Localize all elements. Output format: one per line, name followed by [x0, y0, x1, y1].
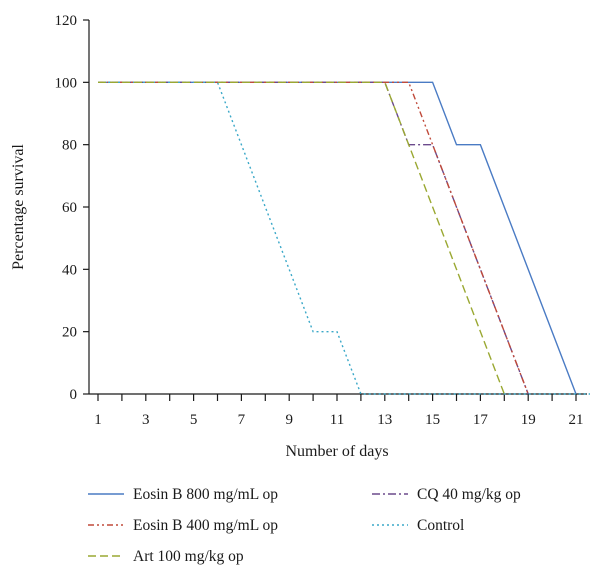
x-tick-label: 15 — [425, 412, 440, 428]
x-axis-title: Number of days — [285, 443, 388, 460]
x-tick-label: 7 — [238, 412, 246, 428]
series-line-2 — [98, 81, 529, 395]
x-tick-label: 1 — [94, 412, 102, 428]
x-tick-label: 13 — [377, 412, 392, 428]
legend-label-3: Eosin B 400 mg/mL op — [133, 517, 278, 534]
legend-label-5: Art 100 mg/kg op — [133, 548, 244, 565]
y-tick-label: 120 — [55, 13, 78, 29]
legend-label-1: Eosin B 800 mg/mL op — [133, 486, 278, 503]
y-tick-label: 20 — [62, 325, 77, 341]
x-tick-label: 17 — [473, 412, 489, 428]
y-tick-label: 100 — [55, 75, 78, 91]
y-tick-label: 40 — [62, 262, 77, 278]
x-tick-label: 19 — [521, 412, 536, 428]
x-tick-label: 3 — [142, 412, 150, 428]
series-line-5 — [98, 81, 505, 395]
legend: Eosin B 800 mg/mL op CQ 40 mg/kg op Eosin … — [88, 486, 521, 565]
series-line-1 — [98, 81, 577, 395]
y-tick-label: 80 — [62, 138, 77, 154]
x-tick-label: 11 — [330, 412, 344, 428]
series-layer — [98, 81, 590, 395]
series-line-3 — [98, 81, 529, 395]
x-tick-label: 5 — [190, 412, 198, 428]
x-tick-label: 9 — [285, 412, 293, 428]
y-tick-label: 0 — [70, 387, 78, 403]
y-tick-label: 60 — [62, 200, 77, 216]
legend-label-4: Control — [417, 517, 464, 534]
x-tick-label: 21 — [569, 412, 584, 428]
y-axis-title: Percentage survival — [10, 144, 27, 270]
legend-label-2: CQ 40 mg/kg op — [417, 486, 521, 503]
